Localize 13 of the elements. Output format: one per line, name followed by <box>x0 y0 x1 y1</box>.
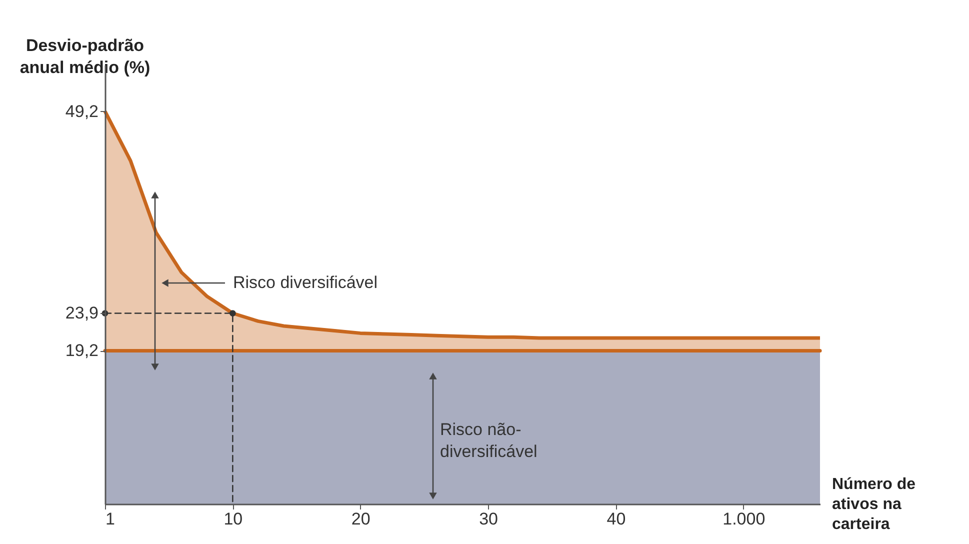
x-tick-label: 10 <box>224 510 243 528</box>
x-tick-label: 1.000 <box>722 510 766 528</box>
y-tick-label: 23,9 <box>65 304 98 323</box>
x-tick-label: 1 <box>106 510 115 528</box>
y-tick-label: 49,2 <box>65 102 98 121</box>
annotation: Risco diversificável <box>233 273 378 292</box>
x-tick-label: 20 <box>351 510 370 528</box>
annotation: Risco não-diversificável <box>440 420 538 461</box>
y-axis-title: Desvio-padrão anual médio (%) <box>20 36 150 77</box>
y-tick-label: 19,2 <box>65 341 98 360</box>
x-axis-title: Número de ativos na carteira <box>832 476 916 533</box>
x-tick-label: 30 <box>479 510 498 528</box>
x-tick-label: 40 <box>606 510 626 528</box>
